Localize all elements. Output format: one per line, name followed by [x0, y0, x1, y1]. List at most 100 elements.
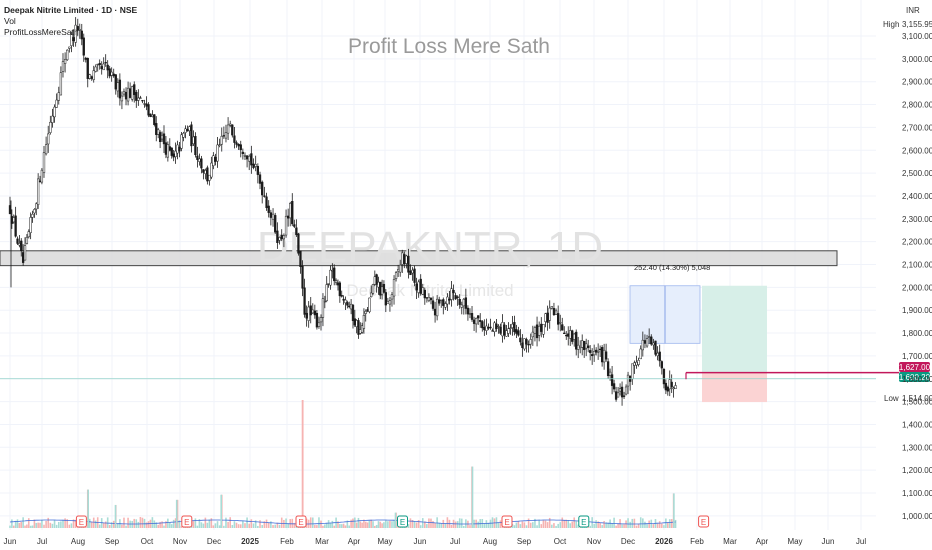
- candle-body: [610, 374, 614, 386]
- candle-body: [222, 135, 226, 137]
- candle-body: [593, 351, 596, 356]
- volume-bar: [178, 520, 181, 528]
- volume-bar: [559, 522, 562, 528]
- candle-body: [216, 144, 219, 162]
- candle-body: [12, 217, 15, 223]
- volume-bar: [265, 519, 268, 528]
- price-tick-label: 2,000.00: [902, 283, 932, 292]
- volume-bar: [20, 521, 23, 528]
- time-tick-label: Mar: [315, 537, 329, 546]
- volume-bar: [670, 519, 673, 528]
- volume-bar: [314, 524, 316, 528]
- volume-bar: [196, 525, 199, 528]
- price-tick-label: 1,800.00: [902, 329, 932, 338]
- candle-body: [501, 322, 504, 337]
- candle-body: [256, 166, 260, 175]
- candle-body: [446, 296, 449, 305]
- time-tick-label: Jul: [37, 537, 47, 546]
- earnings-marker[interactable]: [181, 515, 193, 528]
- candle-body: [100, 66, 103, 69]
- candle-body: [38, 180, 42, 182]
- volume-bar: [192, 521, 195, 528]
- candle-body: [194, 136, 197, 156]
- volume-bar: [532, 522, 534, 528]
- volume-bar: [94, 520, 97, 528]
- volume-bar: [237, 524, 240, 528]
- candle-body: [301, 265, 304, 289]
- volume-legend[interactable]: Vol: [4, 16, 16, 26]
- volume-bar: [163, 525, 165, 528]
- candle-body: [120, 95, 124, 102]
- earnings-marker[interactable]: [75, 515, 87, 528]
- indicator-legend[interactable]: ProfitLossMereSath: [4, 27, 79, 37]
- volume-bar: [485, 520, 488, 528]
- earnings-marker[interactable]: [578, 515, 590, 528]
- volume-bar: [39, 522, 41, 528]
- volume-bar: [442, 519, 445, 528]
- volume-bar: [348, 525, 351, 528]
- high-label: High: [883, 20, 899, 29]
- volume-bar: [667, 522, 669, 528]
- volume-bar: [366, 522, 369, 528]
- candle-body: [317, 322, 321, 327]
- volume-bar: [233, 521, 236, 528]
- candle-body: [483, 326, 486, 331]
- candle-body: [403, 254, 406, 265]
- candle-body: [577, 344, 580, 350]
- candle-body: [429, 297, 433, 301]
- volume-bar: [438, 523, 440, 528]
- candle-body: [157, 129, 160, 135]
- candle-body: [379, 281, 382, 296]
- volume-bar: [483, 523, 486, 528]
- volume-bar: [176, 499, 179, 528]
- volume-bar: [421, 518, 424, 528]
- price-axis[interactable]: INR High 3,155.95 Low 1,514.00 1,627.00 …: [883, 6, 932, 403]
- candle-body: [74, 24, 77, 43]
- earnings-marker[interactable]: [698, 515, 710, 528]
- earnings-marker[interactable]: [295, 515, 307, 528]
- candle-body: [517, 330, 520, 336]
- volume-bar: [29, 525, 32, 528]
- candle-body: [51, 115, 54, 123]
- volume-bar: [571, 521, 574, 528]
- candle-body: [334, 280, 338, 283]
- candle-body: [598, 348, 602, 351]
- candle-body: [323, 301, 326, 303]
- volume-bar: [157, 524, 159, 528]
- time-tick-label: Sep: [105, 537, 120, 546]
- candle-body: [396, 269, 400, 272]
- candle-body: [44, 144, 48, 155]
- candle-body: [431, 300, 435, 309]
- candle-body: [654, 340, 657, 355]
- candle-body: [104, 62, 107, 64]
- volume-bar: [383, 522, 385, 528]
- candle-body: [325, 284, 328, 302]
- volume-bar: [244, 523, 246, 528]
- candle-body: [184, 128, 187, 133]
- candle-body: [40, 169, 44, 183]
- volume-bar: [242, 520, 244, 528]
- volume-bar: [248, 523, 250, 528]
- earnings-marker[interactable]: [397, 515, 408, 528]
- volume-bar: [357, 517, 360, 528]
- volume-bar: [250, 519, 253, 528]
- volume-bar: [161, 521, 163, 528]
- candle-body: [456, 296, 459, 298]
- candle-body: [583, 340, 586, 351]
- candle-body: [487, 327, 490, 329]
- candle-body: [149, 113, 152, 117]
- volume-bar: [424, 521, 426, 528]
- earnings-marker[interactable]: [501, 515, 513, 528]
- volume-bar: [446, 517, 449, 528]
- candle-body: [289, 203, 292, 219]
- candle-body: [208, 174, 211, 181]
- volume-spike: [673, 493, 675, 528]
- volume-bar: [35, 522, 38, 528]
- volume-bar: [159, 521, 161, 528]
- volume-bar: [623, 524, 625, 528]
- candle-body: [390, 294, 394, 300]
- volume-bar: [575, 521, 578, 528]
- volume-bar: [536, 525, 538, 528]
- volume-bar: [413, 521, 416, 528]
